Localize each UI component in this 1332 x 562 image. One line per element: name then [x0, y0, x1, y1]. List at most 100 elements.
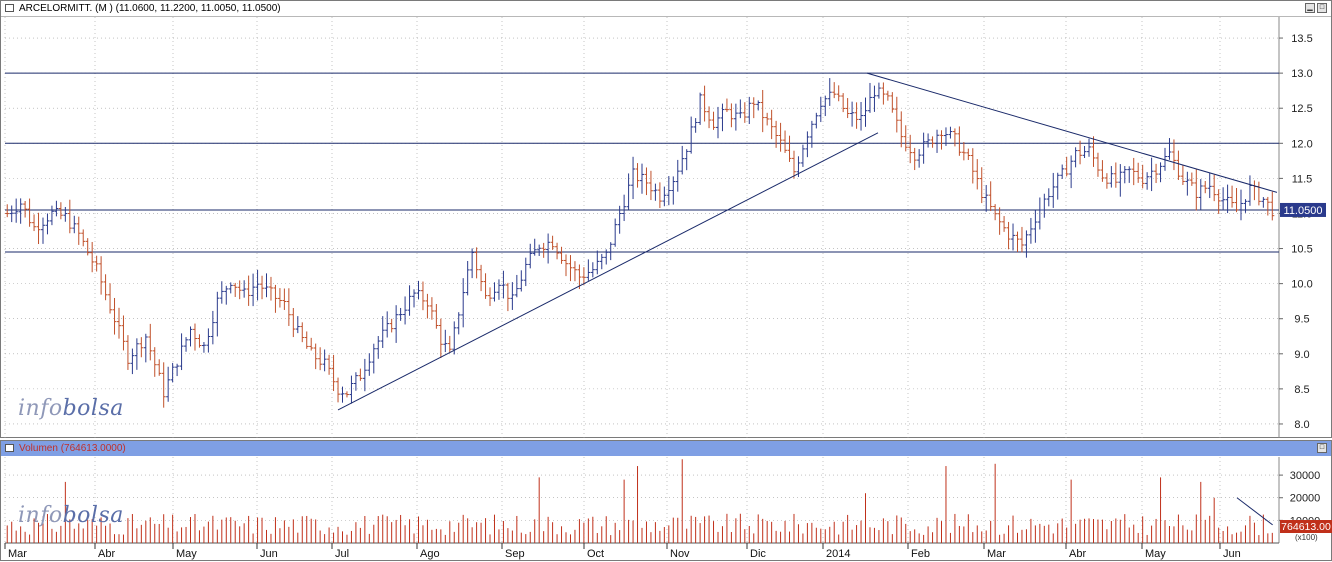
- ohlc-bar: [175, 363, 180, 377]
- price-ytick-label-7: 11.5: [1292, 173, 1313, 185]
- ohlc-bar: [385, 311, 390, 338]
- ohlc-bar: [470, 248, 475, 279]
- ohlc-bar: [993, 204, 998, 221]
- month-label-10: 2014: [826, 548, 850, 560]
- ohlc-bar: [438, 318, 443, 359]
- maximize-icon[interactable]: □: [1317, 3, 1327, 13]
- ohlc-bar: [671, 176, 676, 205]
- ohlc-bar: [488, 287, 493, 307]
- ohlc-bar: [1256, 181, 1261, 206]
- ohlc-bar: [367, 353, 372, 376]
- ohlc-bar: [832, 82, 837, 99]
- infobolsa-logo-price: infobolsa: [18, 396, 124, 421]
- ohlc-bar: [103, 274, 108, 301]
- ohlc-bar: [434, 304, 439, 329]
- price-panel-title: ARCELORMITT. (M ) (11.0600, 11.2200, 11.…: [19, 3, 281, 14]
- price-ytick-label-9: 12.5: [1291, 103, 1312, 115]
- ohlc-bar: [818, 96, 823, 123]
- ohlc-bar: [742, 102, 747, 123]
- ohlc-bar: [461, 278, 466, 328]
- ohlc-bar: [496, 279, 501, 300]
- ohlc-bar: [657, 182, 662, 208]
- ohlc-bar: [1078, 140, 1083, 165]
- last-volume-tag: [1280, 520, 1332, 533]
- last-volume-label: 764613.00: [1281, 521, 1331, 533]
- ohlc-bar: [1261, 197, 1266, 208]
- ohlc-bar: [1069, 155, 1074, 189]
- ohlc-bar: [640, 163, 644, 194]
- ohlc-bar: [975, 159, 980, 190]
- ohlc-bar: [648, 170, 653, 201]
- ohlc-bar: [192, 323, 197, 351]
- ohlc-bar: [662, 186, 667, 207]
- ohlc-bar: [1073, 147, 1078, 168]
- ohlc-bar: [568, 255, 573, 282]
- ohlc-bar: [707, 106, 712, 129]
- ohlc-bar: [581, 267, 586, 285]
- ohlc-bar: [988, 181, 993, 211]
- minimize-icon[interactable]: ▁: [1305, 3, 1315, 13]
- ohlc-bar: [1243, 199, 1248, 213]
- ohlc-bar: [778, 122, 783, 152]
- volume-panel-titlebar: Volumen (764613.0000) □: [1, 441, 1331, 456]
- ohlc-bar: [787, 135, 792, 162]
- ohlc-bar: [1270, 191, 1275, 221]
- ohlc-bar: [443, 329, 448, 353]
- ohlc-bar: [724, 98, 729, 112]
- ohlc-bar: [1225, 184, 1230, 214]
- ohlc-bar: [228, 282, 233, 294]
- month-label-11: Feb: [911, 548, 930, 560]
- ohlc-bar: [322, 349, 327, 372]
- ohlc-bar: [251, 273, 256, 307]
- price-ytick-label-5: 10.5: [1291, 244, 1312, 256]
- ohlc-bar: [867, 82, 872, 113]
- ohlc-bar: [1131, 157, 1136, 186]
- ohlc-bar: [729, 103, 734, 128]
- ohlc-bar: [318, 347, 323, 371]
- ohlc-bar: [814, 112, 819, 129]
- ohlc-bar: [617, 205, 622, 234]
- ohlc-bar: [479, 264, 484, 292]
- ohlc-bar: [27, 198, 32, 227]
- ohlc-bar: [23, 200, 28, 218]
- ohlc-bar: [666, 176, 671, 206]
- uptrend-line: [337, 132, 879, 411]
- ohlc-bar: [1060, 164, 1065, 179]
- price-ytick-label-11: 13.5: [1291, 33, 1312, 45]
- ohlc-bar: [1015, 231, 1020, 253]
- ohlc-bar: [1221, 187, 1226, 211]
- ohlc-bar: [872, 85, 877, 112]
- ohlc-bar: [197, 334, 202, 348]
- month-label-9: Dic: [750, 548, 766, 560]
- ohlc-bar: [769, 109, 774, 140]
- ohlc-bar: [805, 131, 810, 158]
- ohlc-bar: [85, 238, 90, 256]
- ohlc-bar: [344, 391, 349, 398]
- price-chart-svg: 8.08.59.09.510.010.511.011.512.012.513.0…: [4, 17, 1326, 438]
- ohlc-bar: [1198, 179, 1203, 210]
- ohlc-bar: [58, 202, 63, 220]
- volume-maximize-icon[interactable]: □: [1317, 443, 1327, 453]
- month-label-5: Ago: [420, 548, 440, 560]
- ohlc-bar: [572, 261, 577, 282]
- ohlc-bar: [45, 213, 50, 235]
- ohlc-bar: [1140, 164, 1145, 189]
- ohlc-bar: [1265, 196, 1270, 216]
- ohlc-bar: [738, 99, 743, 119]
- ohlc-bar: [979, 167, 984, 204]
- ohlc-bar: [134, 338, 139, 370]
- ohlc-bar: [1087, 138, 1092, 157]
- ohlc-bar: [412, 289, 417, 308]
- ohlc-bar: [604, 249, 609, 265]
- ohlc-bar: [894, 96, 899, 133]
- panel-menu-icon[interactable]: [5, 4, 14, 12]
- volume-panel-menu-icon[interactable]: [5, 444, 14, 452]
- ohlc-bar: [917, 149, 922, 168]
- price-ytick-label-2: 9.0: [1294, 349, 1309, 361]
- ohlc-bar: [564, 254, 569, 277]
- ohlc-bar: [1006, 221, 1011, 250]
- ohlc-bar: [1104, 173, 1109, 189]
- ohlc-bar: [519, 270, 524, 292]
- ohlc-bar: [514, 274, 519, 298]
- ohlc-bar: [184, 337, 189, 352]
